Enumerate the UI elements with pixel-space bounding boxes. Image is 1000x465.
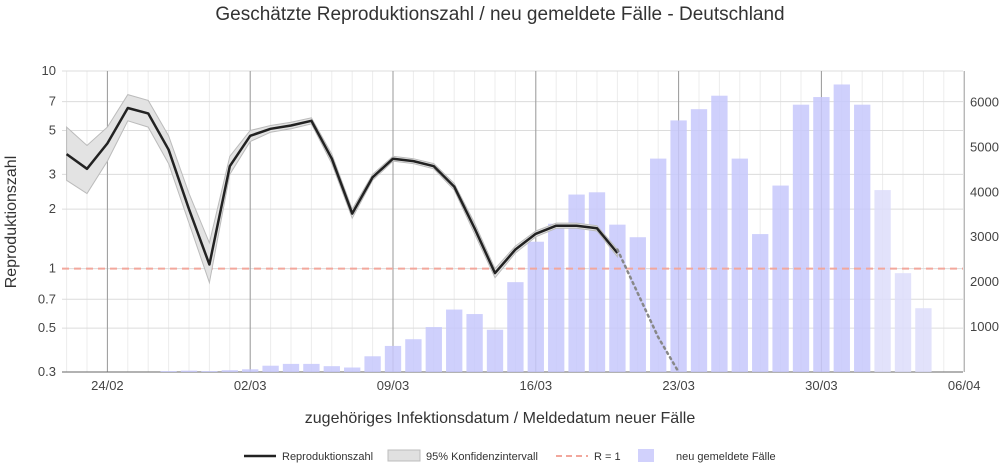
x-tick-label: 06/04 <box>948 378 981 393</box>
case-bar <box>323 366 340 372</box>
y-tick-label: 7 <box>49 94 56 109</box>
y2-tick-label: 3000 <box>970 229 999 244</box>
y-axis-title: Reproduktionszahl <box>3 156 20 289</box>
chart-title: Geschätzte Reproduktionszahl / neu gemel… <box>215 4 784 25</box>
y-tick-label: 3 <box>49 166 56 181</box>
case-bar <box>425 327 442 372</box>
x-tick-label: 16/03 <box>520 378 553 393</box>
case-bar <box>874 190 891 372</box>
case-bar <box>507 282 524 372</box>
case-bar <box>833 84 850 373</box>
case-bar <box>690 109 708 372</box>
case-bar <box>854 104 871 372</box>
y2-tick-label: 6000 <box>970 94 999 109</box>
y-axis-ticks: 10 7 5 3 2 1 0.7 0.5 0.3 <box>38 63 56 379</box>
y-tick-label: 0.5 <box>38 320 56 335</box>
y-tick-label: 2 <box>49 201 56 216</box>
y2-tick-label: 1000 <box>970 319 999 334</box>
y-tick-label: 0.7 <box>38 291 56 306</box>
reproduction-trend-dotted <box>616 248 680 374</box>
case-bar <box>629 237 646 372</box>
case-bar <box>160 371 177 372</box>
case-bar <box>282 363 300 372</box>
case-bar <box>588 192 606 372</box>
case-bar <box>670 120 687 372</box>
x-tick-label: 02/03 <box>234 378 267 393</box>
x-tick-label: 24/02 <box>91 378 124 393</box>
y2-tick-label: 2000 <box>970 274 999 289</box>
x-tick-label: 09/03 <box>377 378 410 393</box>
case-bar <box>650 158 667 372</box>
case-bar <box>486 329 504 372</box>
x-axis-title: zugehöriges Infektionsdatum / Meldedatum… <box>305 410 696 427</box>
case-bar <box>405 339 422 372</box>
case-bar <box>466 314 483 372</box>
y2-tick-label: 4000 <box>970 184 999 199</box>
legend-swatch-ci <box>387 449 421 462</box>
legend-label-cases: neu gemeldete Fälle <box>676 451 776 463</box>
y-tick-label: 1 <box>49 261 56 276</box>
case-bar <box>527 241 544 372</box>
case-bar <box>180 370 198 372</box>
legend: Reproduktionszahl 95% Konfidenzintervall… <box>244 449 776 463</box>
case-bar <box>609 224 626 372</box>
case-bar <box>711 95 728 372</box>
case-bar <box>752 234 769 372</box>
case-bar <box>446 309 463 372</box>
legend-swatch-cases <box>638 449 654 462</box>
case-bar <box>221 370 238 372</box>
case-bar <box>201 371 218 372</box>
case-bar <box>384 345 402 372</box>
x-tick-label: 30/03 <box>805 378 838 393</box>
case-bar <box>792 104 810 372</box>
y2-axis-ticks: 6000 5000 4000 3000 2000 1000 <box>970 94 999 334</box>
case-bar <box>303 363 320 372</box>
case-bars <box>160 84 932 373</box>
case-bar <box>344 367 361 372</box>
case-bar <box>262 365 279 372</box>
y-tick-label: 5 <box>49 122 56 137</box>
case-bar <box>548 223 565 372</box>
case-bar <box>568 194 585 372</box>
legend-label-r: Reproduktionszahl <box>282 451 373 463</box>
x-tick-label: 23/03 <box>662 378 695 393</box>
case-bar <box>364 356 381 372</box>
y-tick-label: 10 <box>42 63 56 78</box>
case-bar <box>813 97 830 373</box>
legend-label-r1: R = 1 <box>594 451 621 463</box>
legend-label-ci: 95% Konfidenzintervall <box>426 451 538 463</box>
case-bar <box>772 185 789 372</box>
case-bar <box>731 158 748 372</box>
x-axis-ticks: 24/02 02/03 09/03 16/03 23/03 30/03 06/04 <box>91 378 980 393</box>
case-bar <box>242 369 259 372</box>
reproduction-line <box>65 106 619 275</box>
y2-tick-label: 5000 <box>970 139 999 154</box>
y-tick-label: 0.3 <box>38 364 56 379</box>
case-bar <box>894 273 912 372</box>
case-bar <box>915 308 932 372</box>
